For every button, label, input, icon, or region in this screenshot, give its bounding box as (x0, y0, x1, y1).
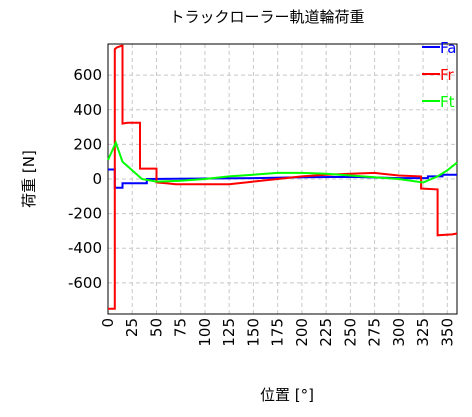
ticks: 0 25 50 75 100 125 150 175 200 225 250 275 300 325 350… (68, 66, 456, 346)
y-tick-label: 400 (73, 101, 102, 119)
x-tick-label: 50 (147, 318, 165, 337)
plot-frame (107, 43, 458, 315)
x-tick-label: 75 (172, 318, 190, 337)
x-tick-label: 225 (317, 318, 335, 347)
x-tick-label: 150 (244, 318, 262, 347)
x-tick-label: 175 (269, 318, 287, 347)
series-lines (107, 44, 458, 310)
x-tick-label: 0 (99, 318, 117, 328)
x-tick-label: 200 (293, 318, 311, 347)
y-tick-label: -200 (68, 205, 102, 223)
y-tick-label: 600 (73, 66, 102, 84)
x-tick-label: 25 (123, 318, 141, 337)
chart-title: トラックローラー軌道輪荷重 (169, 8, 364, 26)
legend-label-ft: Ft (440, 93, 455, 111)
y-axis-label: 荷重 [N] (20, 150, 38, 208)
legend-label-fa: Fa (440, 39, 456, 57)
x-tick-label: 250 (341, 318, 359, 347)
y-tick-label: -600 (68, 274, 102, 292)
legend-label-fr: Fr (440, 66, 455, 84)
x-tick-label: 325 (414, 318, 432, 347)
y-tick-label: 200 (73, 135, 102, 153)
x-tick-label: 275 (366, 318, 384, 347)
legend: Fa Fr Ft (422, 39, 456, 111)
series-line-ft (107, 140, 458, 184)
x-tick-label: 125 (220, 318, 238, 347)
y-tick-label: -400 (68, 239, 102, 257)
x-axis-label: 位置 [°] (260, 386, 314, 404)
y-tick-label: 0 (92, 170, 102, 188)
x-tick-label: 350 (438, 318, 456, 347)
x-tick-label: 100 (196, 318, 214, 347)
x-tick-label: 300 (390, 318, 408, 347)
